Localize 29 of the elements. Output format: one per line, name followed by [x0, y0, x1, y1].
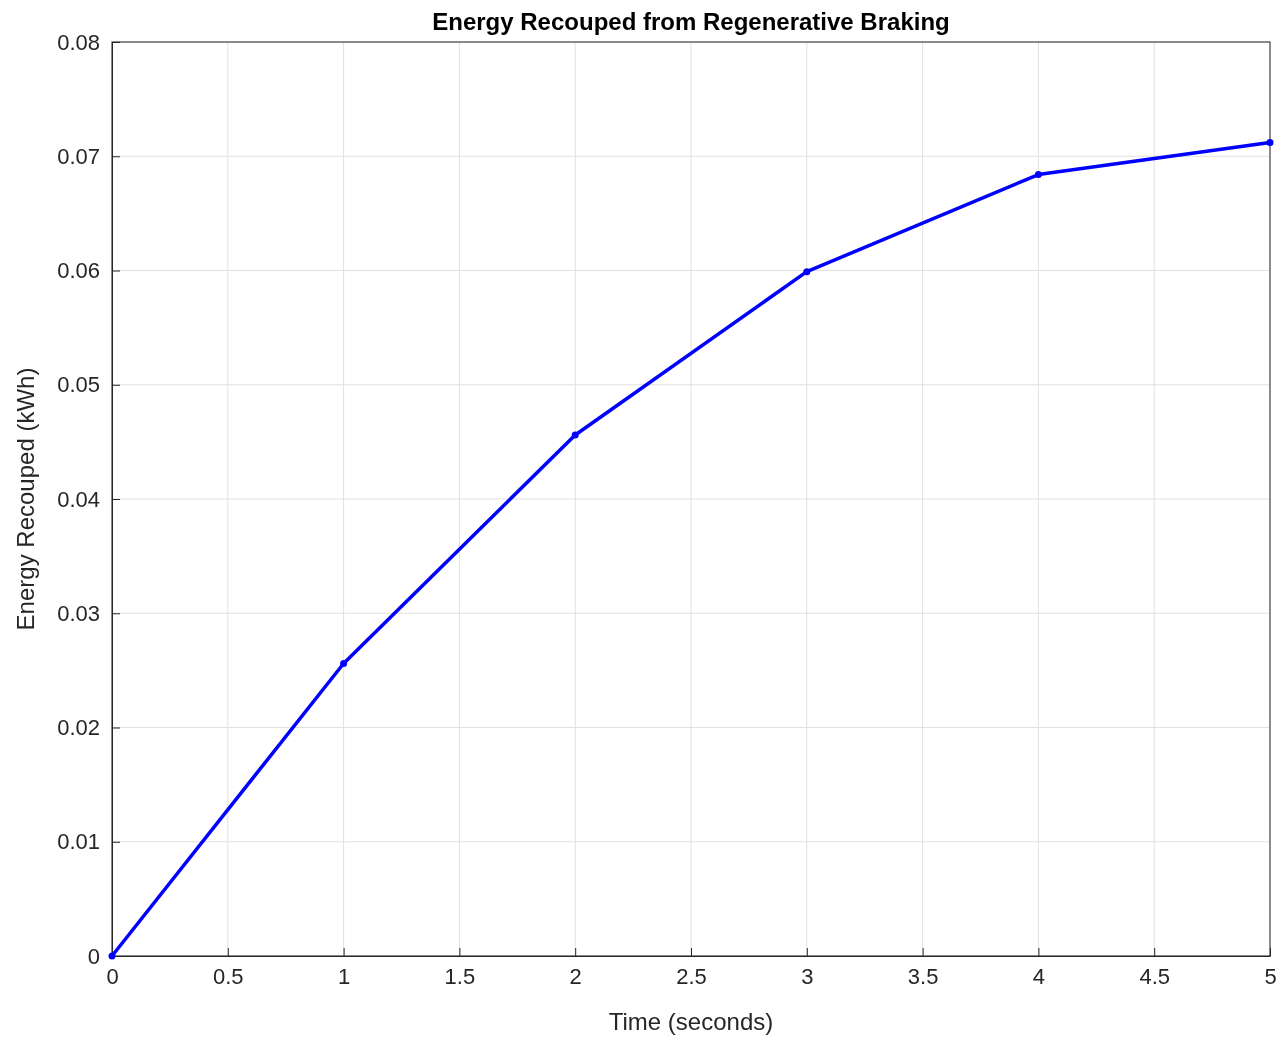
y-tick-label: 0.06	[57, 258, 100, 284]
x-tick-label: 4	[1032, 963, 1046, 989]
y-tick-label: 0.04	[57, 486, 100, 512]
point	[1034, 171, 1042, 179]
point	[340, 660, 348, 668]
x-tick-label: 3	[801, 963, 814, 989]
y-tick-label: 0.05	[57, 372, 100, 398]
y-tick-label: 0.07	[57, 143, 100, 169]
x-tick-label: 1	[337, 963, 351, 989]
point	[1266, 139, 1274, 147]
x-tick-label: 5	[1264, 963, 1277, 989]
y-tick-label: 0	[87, 943, 100, 969]
x-tick-label: 0	[106, 963, 119, 989]
x-tick-label: 0.5	[213, 963, 244, 989]
y-tick-label: 0.01	[57, 829, 100, 855]
y-tick-label: 0.08	[57, 29, 100, 55]
x-tick-label: 4.5	[1139, 963, 1170, 989]
point	[803, 268, 811, 276]
x-tick-label: 2.5	[676, 963, 707, 989]
point	[571, 431, 579, 439]
y-tick-label: 0.02	[57, 715, 100, 741]
x-tick-label: 3.5	[907, 963, 939, 989]
chart-title: Energy Recouped from Regenerative Braking	[432, 8, 950, 35]
x-axis-title: Time (seconds)	[608, 1008, 774, 1035]
point	[108, 952, 116, 960]
y-axis-title: Energy Recouped (kWh)	[12, 367, 39, 631]
x-tick-label: 2	[569, 963, 582, 989]
x-tick-label: 1.5	[444, 963, 476, 989]
y-tick-label: 0.03	[57, 600, 100, 626]
